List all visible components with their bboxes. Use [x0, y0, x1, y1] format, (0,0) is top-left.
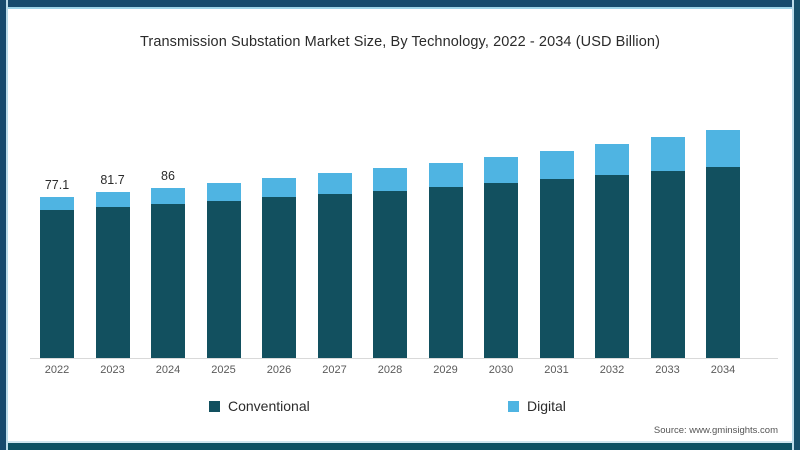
- x-axis-tick-2026: 2026: [266, 364, 292, 376]
- legend-item-conventional[interactable]: Conventional: [209, 398, 310, 414]
- bar-segment-digital[interactable]: [40, 197, 74, 210]
- bar-segment-conventional[interactable]: [706, 166, 740, 358]
- bar-stack[interactable]: [650, 137, 685, 358]
- x-axis-tick-2034: 2034: [710, 364, 736, 376]
- x-axis-tick-2022: 2022: [44, 364, 70, 376]
- frame-border-bottom-accent: [0, 441, 800, 443]
- bar-stack[interactable]: [373, 168, 407, 358]
- x-axis-tick-2025: 2025: [211, 364, 236, 376]
- bar-segment-digital[interactable]: [428, 162, 463, 187]
- bar-segment-digital[interactable]: [595, 144, 629, 176]
- bar-series-container: 77.1 81.7 86: [30, 90, 778, 358]
- bar-segment-digital[interactable]: [373, 168, 407, 191]
- bar-segment-conventional[interactable]: [317, 194, 352, 358]
- x-axis-tick-2032: 2032: [599, 364, 625, 376]
- bar-value-label: 86: [161, 168, 175, 183]
- bar-stack[interactable]: [595, 144, 629, 358]
- bar-segment-conventional[interactable]: [428, 186, 463, 358]
- x-axis-tick-2030: 2030: [488, 364, 514, 376]
- bar-segment-digital[interactable]: [95, 192, 130, 208]
- frame-border-right: [794, 0, 800, 450]
- bar-segment-conventional[interactable]: [539, 179, 574, 358]
- bar-stack[interactable]: [539, 150, 574, 358]
- bar-segment-digital[interactable]: [484, 156, 518, 184]
- legend-swatch-icon: [209, 400, 220, 412]
- x-axis-tick-2031: 2031: [544, 364, 569, 376]
- x-axis-tick-2029: 2029: [433, 364, 458, 376]
- chart-title: Transmission Substation Market Size, By …: [140, 34, 660, 50]
- bar-segment-conventional[interactable]: [484, 183, 518, 358]
- x-axis-tick-2033: 2033: [655, 364, 680, 376]
- bar-segment-digital[interactable]: [539, 150, 574, 180]
- bar-segment-conventional[interactable]: [262, 197, 296, 358]
- bar-segment-conventional[interactable]: [595, 175, 629, 358]
- bar-segment-conventional[interactable]: [151, 204, 185, 358]
- frame-border-bottom: [0, 443, 800, 450]
- frame-border-right-accent: [792, 0, 794, 450]
- legend-label: Digital: [527, 398, 566, 414]
- bar-segment-digital[interactable]: [151, 187, 185, 205]
- source-attribution: Source: www.gminsights.com: [653, 425, 778, 436]
- x-axis-tick-2028: 2028: [377, 364, 403, 376]
- bar-stack[interactable]: [262, 178, 296, 358]
- bar-stack[interactable]: [317, 173, 352, 358]
- bar-segment-digital[interactable]: [317, 173, 352, 194]
- x-axis-tick-2023: 2023: [100, 364, 125, 376]
- bar-stack[interactable]: [428, 162, 463, 358]
- legend-label: Conventional: [228, 398, 310, 414]
- frame-border-top: [0, 0, 800, 7]
- frame-border-top-accent: [0, 7, 800, 9]
- frame-border-left: [0, 0, 6, 450]
- legend-item-digital[interactable]: Digital: [508, 398, 566, 414]
- x-axis-tick-2024: 2024: [155, 364, 181, 376]
- bar-stack[interactable]: [40, 197, 74, 358]
- legend-swatch-icon: [508, 400, 519, 412]
- bar-stack[interactable]: [151, 187, 185, 358]
- bar-segment-digital[interactable]: [262, 178, 296, 198]
- bar-value-label: 77.1: [44, 178, 70, 192]
- bar-segment-conventional[interactable]: [206, 200, 241, 358]
- bar-stack[interactable]: [95, 192, 130, 358]
- bar-segment-conventional[interactable]: [95, 207, 130, 358]
- bar-stack[interactable]: [484, 156, 518, 358]
- bar-segment-conventional[interactable]: [650, 170, 685, 358]
- bar-segment-conventional[interactable]: [373, 190, 407, 358]
- bar-stack[interactable]: [206, 183, 241, 358]
- frame-border-left-accent: [6, 0, 8, 450]
- bar-value-label: 81.7: [100, 173, 125, 188]
- bar-segment-conventional[interactable]: [40, 209, 74, 358]
- chart-legend: Conventional Digital: [0, 398, 800, 420]
- bar-stack[interactable]: [706, 130, 740, 358]
- x-axis-tick-2027: 2027: [322, 364, 347, 376]
- bar-segment-digital[interactable]: [650, 137, 685, 171]
- bar-segment-digital[interactable]: [206, 183, 241, 201]
- bar-segment-digital[interactable]: [706, 130, 740, 167]
- x-axis-line: [30, 358, 778, 359]
